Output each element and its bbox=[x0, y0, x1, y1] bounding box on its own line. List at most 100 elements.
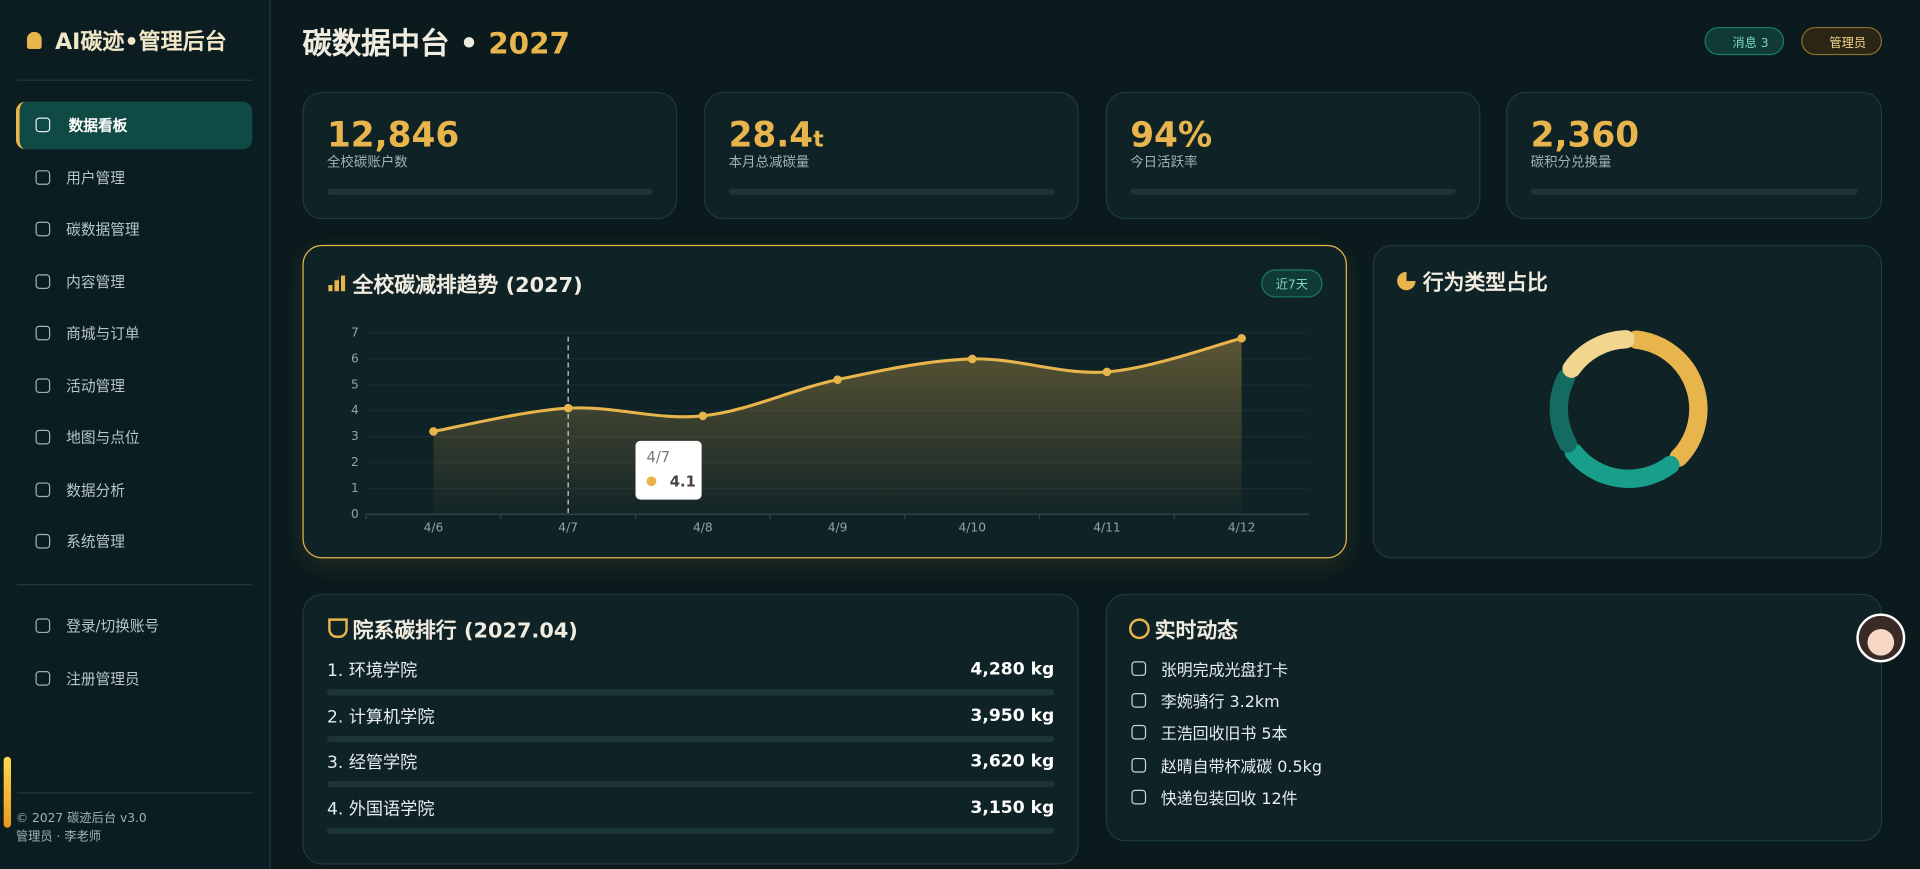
pie-slice bbox=[1549, 368, 1578, 453]
kpi-label: 碳积分兑换量 bbox=[1530, 154, 1612, 171]
x-tick-label: 4/11 bbox=[1093, 520, 1120, 534]
point bbox=[967, 354, 977, 364]
card bbox=[1372, 244, 1883, 559]
y-tick-label: 4 bbox=[351, 403, 359, 417]
rank-name: 3. 经管学院 bbox=[326, 753, 418, 774]
y-tick-label: 5 bbox=[351, 377, 359, 391]
kpi-value: 28.4t bbox=[729, 114, 824, 154]
account-item[interactable]: 登录/切换账号 bbox=[66, 617, 160, 635]
x-tick-label: 4/8 bbox=[693, 520, 713, 534]
kpi-value: 2,360 bbox=[1531, 114, 1639, 154]
kpi-track bbox=[1530, 188, 1858, 195]
icon bbox=[35, 377, 51, 393]
kpi-number: 28.4 bbox=[728, 114, 814, 155]
kpi-value: 12,846 bbox=[327, 114, 459, 154]
nav-item[interactable]: 商城与订单 bbox=[66, 325, 140, 343]
header-button[interactable] bbox=[1704, 26, 1785, 56]
kpi-track bbox=[728, 188, 1055, 195]
kpi-track bbox=[1130, 188, 1456, 195]
section-title: 实时动态 bbox=[1154, 618, 1238, 644]
kpi-value: 94% bbox=[1130, 114, 1212, 154]
rank-value: 3,620 kg bbox=[970, 752, 1055, 772]
assistant-avatar[interactable] bbox=[1856, 613, 1906, 663]
card bbox=[302, 91, 678, 220]
rank-track bbox=[326, 827, 1055, 834]
nav-active-bg bbox=[15, 101, 253, 150]
x-tick-label: 4/7 bbox=[558, 520, 578, 534]
feed-item: 王浩回收旧书 5本 bbox=[1160, 725, 1288, 745]
y-tick-label: 1 bbox=[351, 481, 359, 495]
rank-name: 1. 环境学院 bbox=[326, 661, 418, 681]
kpi-label: 今日活跃率 bbox=[1130, 154, 1198, 171]
rank-name: 2. 计算机学院 bbox=[326, 707, 435, 727]
point bbox=[563, 403, 573, 413]
kpi-number: 12,846 bbox=[326, 114, 460, 155]
x-tick-label: 4/9 bbox=[828, 520, 848, 534]
rank-value: 3,950 kg bbox=[970, 706, 1055, 726]
x-tick-label: 4/6 bbox=[424, 520, 444, 534]
pie-slice bbox=[1562, 330, 1635, 378]
card bbox=[704, 91, 1079, 220]
nav-item[interactable]: 碳数据管理 bbox=[66, 221, 140, 239]
icon bbox=[35, 325, 51, 341]
icon bbox=[1131, 661, 1147, 676]
point bbox=[1102, 367, 1112, 377]
icon bbox=[1131, 789, 1147, 805]
icon bbox=[35, 169, 51, 185]
icon bbox=[35, 117, 51, 133]
nav-item[interactable]: 活动管理 bbox=[66, 377, 125, 395]
icon bbox=[35, 221, 51, 237]
nav-item[interactable]: 数据看板 bbox=[68, 116, 128, 135]
kpi-track bbox=[326, 188, 653, 195]
header-button[interactable] bbox=[1801, 26, 1883, 56]
chart-title: 行为类型占比 bbox=[1422, 271, 1548, 296]
icon bbox=[35, 429, 51, 445]
nav-item[interactable]: 系统管理 bbox=[66, 533, 125, 551]
footer-text: 管理员 · 李老师 bbox=[15, 830, 102, 845]
nav-item[interactable]: 内容管理 bbox=[66, 273, 125, 291]
header-button-label[interactable]: 消息 3 bbox=[1732, 37, 1769, 51]
kpi-label: 全校碳账户数 bbox=[326, 154, 408, 171]
scroll-indicator bbox=[3, 756, 12, 828]
account-item[interactable]: 注册管理员 bbox=[66, 670, 140, 688]
nav-item[interactable]: 用户管理 bbox=[66, 168, 125, 187]
point bbox=[833, 375, 842, 384]
icon bbox=[35, 533, 51, 549]
title-text: 碳数据中台 • bbox=[302, 26, 479, 61]
nav-item[interactable]: 数据分析 bbox=[66, 481, 125, 499]
badge bbox=[1261, 269, 1323, 298]
card bbox=[1105, 593, 1883, 842]
footer-text: © 2027 碳迹后台 v3.0 bbox=[15, 812, 147, 826]
point bbox=[429, 427, 438, 436]
chart-title: 全校碳减排趋势 (2027) bbox=[352, 273, 583, 299]
icon bbox=[35, 273, 51, 289]
tooltip-dot bbox=[646, 476, 657, 487]
feed-item: 张明完成光盘打卡 bbox=[1160, 661, 1289, 681]
tooltip-category: 4/7 bbox=[647, 449, 671, 466]
pie-icon bbox=[1397, 271, 1416, 291]
card bbox=[1105, 91, 1481, 220]
nav-item[interactable]: 地图与点位 bbox=[66, 429, 140, 447]
y-tick-label: 3 bbox=[351, 429, 359, 443]
page-title: 碳数据中台 • 2027 bbox=[302, 19, 570, 62]
kpi-number: 94% bbox=[1130, 114, 1213, 155]
rank-name: 4. 外国语学院 bbox=[326, 799, 435, 820]
tooltip-value: 4.1 bbox=[670, 473, 696, 490]
rank-value: 4,280 kg bbox=[970, 660, 1055, 680]
y-tick-label: 6 bbox=[351, 351, 359, 365]
header-button-label[interactable]: 管理员 bbox=[1829, 37, 1867, 51]
x-tick-label: 4/12 bbox=[1228, 520, 1255, 534]
icon bbox=[1131, 693, 1147, 708]
divider bbox=[17, 584, 253, 586]
icon bbox=[35, 618, 51, 634]
card bbox=[1506, 91, 1883, 220]
feed-item: 李婉骑行 3.2km bbox=[1160, 693, 1280, 713]
card bbox=[302, 593, 1079, 865]
rank-value: 3,150 kg bbox=[970, 798, 1055, 819]
badge-label: 近7天 bbox=[1275, 278, 1308, 293]
x-tick-label: 4/10 bbox=[959, 520, 986, 534]
trophy-icon bbox=[328, 618, 348, 638]
title-year: 2027 bbox=[488, 26, 571, 61]
y-tick-label: 0 bbox=[351, 507, 359, 521]
